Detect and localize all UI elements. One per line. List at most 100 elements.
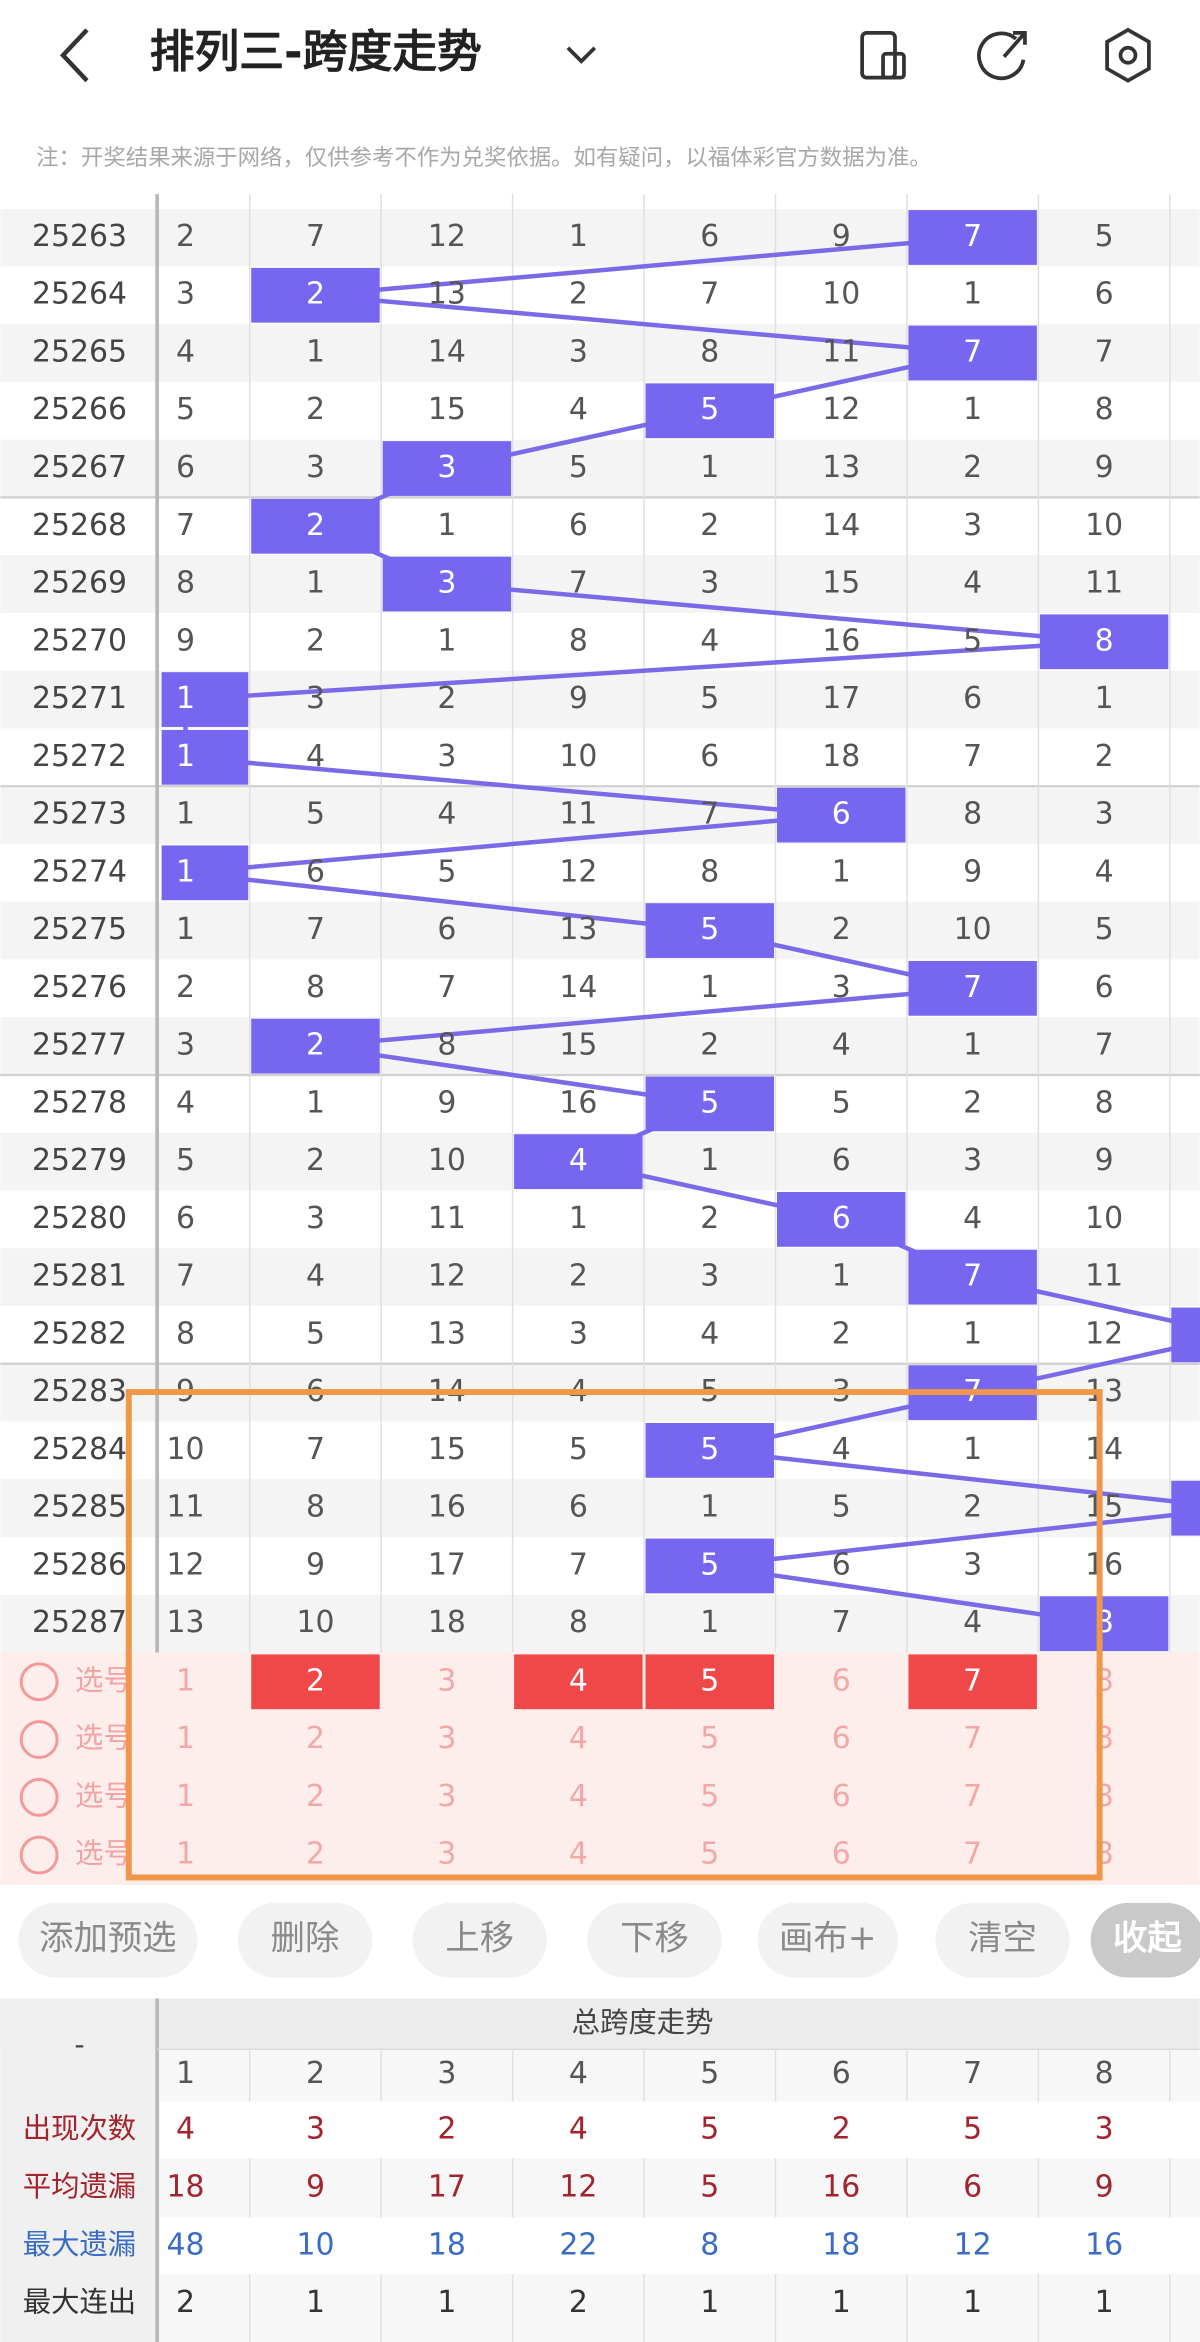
cell: 8 bbox=[963, 797, 982, 832]
pick-number[interactable]: 2 bbox=[306, 1779, 325, 1814]
button[interactable] bbox=[237, 1902, 373, 1978]
button-label[interactable]: 删除 bbox=[271, 1919, 340, 1959]
pick-number[interactable]: 2 bbox=[306, 1837, 325, 1872]
pick-number[interactable]: 4 bbox=[569, 1663, 588, 1698]
pick-number[interactable]: 6 bbox=[832, 1837, 851, 1872]
radio[interactable] bbox=[19, 1662, 59, 1702]
cell: 8 bbox=[1095, 1085, 1114, 1120]
picker-label: 选号 bbox=[75, 1779, 132, 1812]
pick-number[interactable]: 3 bbox=[437, 1721, 456, 1756]
cell: 9 bbox=[569, 681, 588, 716]
cell: 4 bbox=[176, 1085, 195, 1120]
pick-number[interactable]: 2 bbox=[306, 1721, 325, 1756]
hit-cell bbox=[908, 325, 1037, 381]
highlight-box bbox=[125, 1389, 1103, 1881]
issue: 25264 bbox=[32, 277, 127, 312]
stats-label: 出现次数 bbox=[23, 2112, 136, 2145]
phone-icon[interactable] bbox=[860, 30, 906, 80]
pick-number[interactable]: 7 bbox=[963, 1837, 982, 1872]
pick-number[interactable]: 3 bbox=[437, 1837, 456, 1872]
button-label[interactable]: 上移 bbox=[445, 1919, 514, 1959]
button-label[interactable]: 添加预选 bbox=[39, 1919, 176, 1959]
selected-cell[interactable] bbox=[908, 1654, 1037, 1710]
cell: 1 bbox=[306, 1085, 325, 1120]
cell: 6 bbox=[700, 739, 719, 774]
button-label[interactable]: 下移 bbox=[620, 1919, 689, 1959]
cell: 6 bbox=[963, 681, 982, 716]
pick-number[interactable]: 4 bbox=[569, 1779, 588, 1814]
radio[interactable] bbox=[19, 1777, 59, 1817]
button-label[interactable]: 收起 bbox=[1113, 1919, 1182, 1959]
cell: 4 bbox=[1095, 854, 1114, 889]
selected-cell[interactable] bbox=[514, 1654, 643, 1710]
pick-number[interactable]: 1 bbox=[176, 1779, 195, 1814]
cell: 2 bbox=[306, 392, 325, 427]
issue: 25286 bbox=[32, 1547, 127, 1582]
hit-cell bbox=[251, 498, 380, 554]
button[interactable] bbox=[757, 1902, 898, 1978]
pick-number[interactable]: 1 bbox=[176, 1837, 195, 1872]
issue: 25287 bbox=[32, 1605, 127, 1640]
cell: 2 bbox=[437, 681, 456, 716]
settings-icon[interactable] bbox=[1105, 27, 1151, 83]
cell: 6 bbox=[306, 854, 325, 889]
pick-number[interactable]: 2 bbox=[306, 1663, 325, 1698]
cell: 5 bbox=[963, 623, 982, 658]
button[interactable] bbox=[1090, 1902, 1200, 1978]
cell: 2 bbox=[176, 219, 195, 254]
pick-number[interactable]: 5 bbox=[700, 1663, 719, 1698]
radio[interactable] bbox=[19, 1720, 59, 1759]
pick-number[interactable]: 1 bbox=[176, 1663, 195, 1698]
stats-value: 5 bbox=[963, 2111, 982, 2146]
hit-value: 8 bbox=[1095, 623, 1114, 658]
pick-number[interactable]: 3 bbox=[437, 1779, 456, 1814]
cell: 5 bbox=[569, 450, 588, 485]
pick-number[interactable]: 1 bbox=[176, 1721, 195, 1756]
row-bg bbox=[0, 1306, 1200, 1364]
cell: 12 bbox=[428, 1259, 466, 1294]
button-label[interactable]: 清空 bbox=[968, 1919, 1037, 1959]
stats-value: 2 bbox=[569, 2285, 588, 2320]
row-bg bbox=[0, 1190, 1200, 1249]
pick-number[interactable]: 4 bbox=[569, 1837, 588, 1872]
hit-cell bbox=[908, 960, 1037, 1016]
selected-cell[interactable] bbox=[251, 1654, 380, 1710]
button[interactable] bbox=[18, 1902, 198, 1978]
row-bg bbox=[0, 381, 1200, 440]
stats-value: 6 bbox=[963, 2169, 982, 2204]
button[interactable] bbox=[587, 1902, 722, 1978]
pick-number[interactable]: 7 bbox=[963, 1721, 982, 1756]
cell: 8 bbox=[306, 1490, 325, 1525]
selected-cell[interactable] bbox=[645, 1654, 775, 1710]
pick-number[interactable]: 6 bbox=[832, 1663, 851, 1698]
pick-number[interactable]: 5 bbox=[700, 1779, 719, 1814]
back-button[interactable] bbox=[59, 28, 89, 83]
button[interactable] bbox=[412, 1902, 547, 1978]
pick-number[interactable]: 3 bbox=[437, 1663, 456, 1698]
cell: 6 bbox=[176, 450, 195, 485]
pick-number[interactable]: 4 bbox=[569, 1721, 588, 1756]
pick-number[interactable]: 5 bbox=[700, 1837, 719, 1872]
dropdown[interactable] bbox=[566, 46, 597, 64]
row-bg bbox=[0, 1421, 1200, 1480]
pick-number[interactable]: 5 bbox=[700, 1721, 719, 1756]
radio[interactable] bbox=[19, 1835, 59, 1875]
cell: 1 bbox=[700, 970, 719, 1005]
button-label[interactable]: 画布+ bbox=[779, 1919, 876, 1959]
row-bg bbox=[0, 497, 1200, 556]
cell: 5 bbox=[700, 681, 719, 716]
stats-label: 最大遗漏 bbox=[23, 2228, 136, 2261]
share-icon[interactable] bbox=[977, 30, 1027, 81]
button[interactable] bbox=[935, 1902, 1070, 1978]
issue: 25265 bbox=[32, 335, 127, 370]
cell: 7 bbox=[569, 566, 588, 601]
pick-number[interactable]: 6 bbox=[832, 1779, 851, 1814]
pick-number[interactable]: 7 bbox=[963, 1779, 982, 1814]
pick-number[interactable]: 7 bbox=[963, 1663, 982, 1698]
hit-value: 5 bbox=[700, 392, 719, 427]
cell: 8 bbox=[437, 1028, 456, 1063]
pick-number[interactable]: 6 bbox=[832, 1721, 851, 1756]
issue: 25284 bbox=[32, 1432, 127, 1467]
hit-value: 4 bbox=[569, 1143, 588, 1178]
cell: 15 bbox=[428, 1432, 466, 1467]
